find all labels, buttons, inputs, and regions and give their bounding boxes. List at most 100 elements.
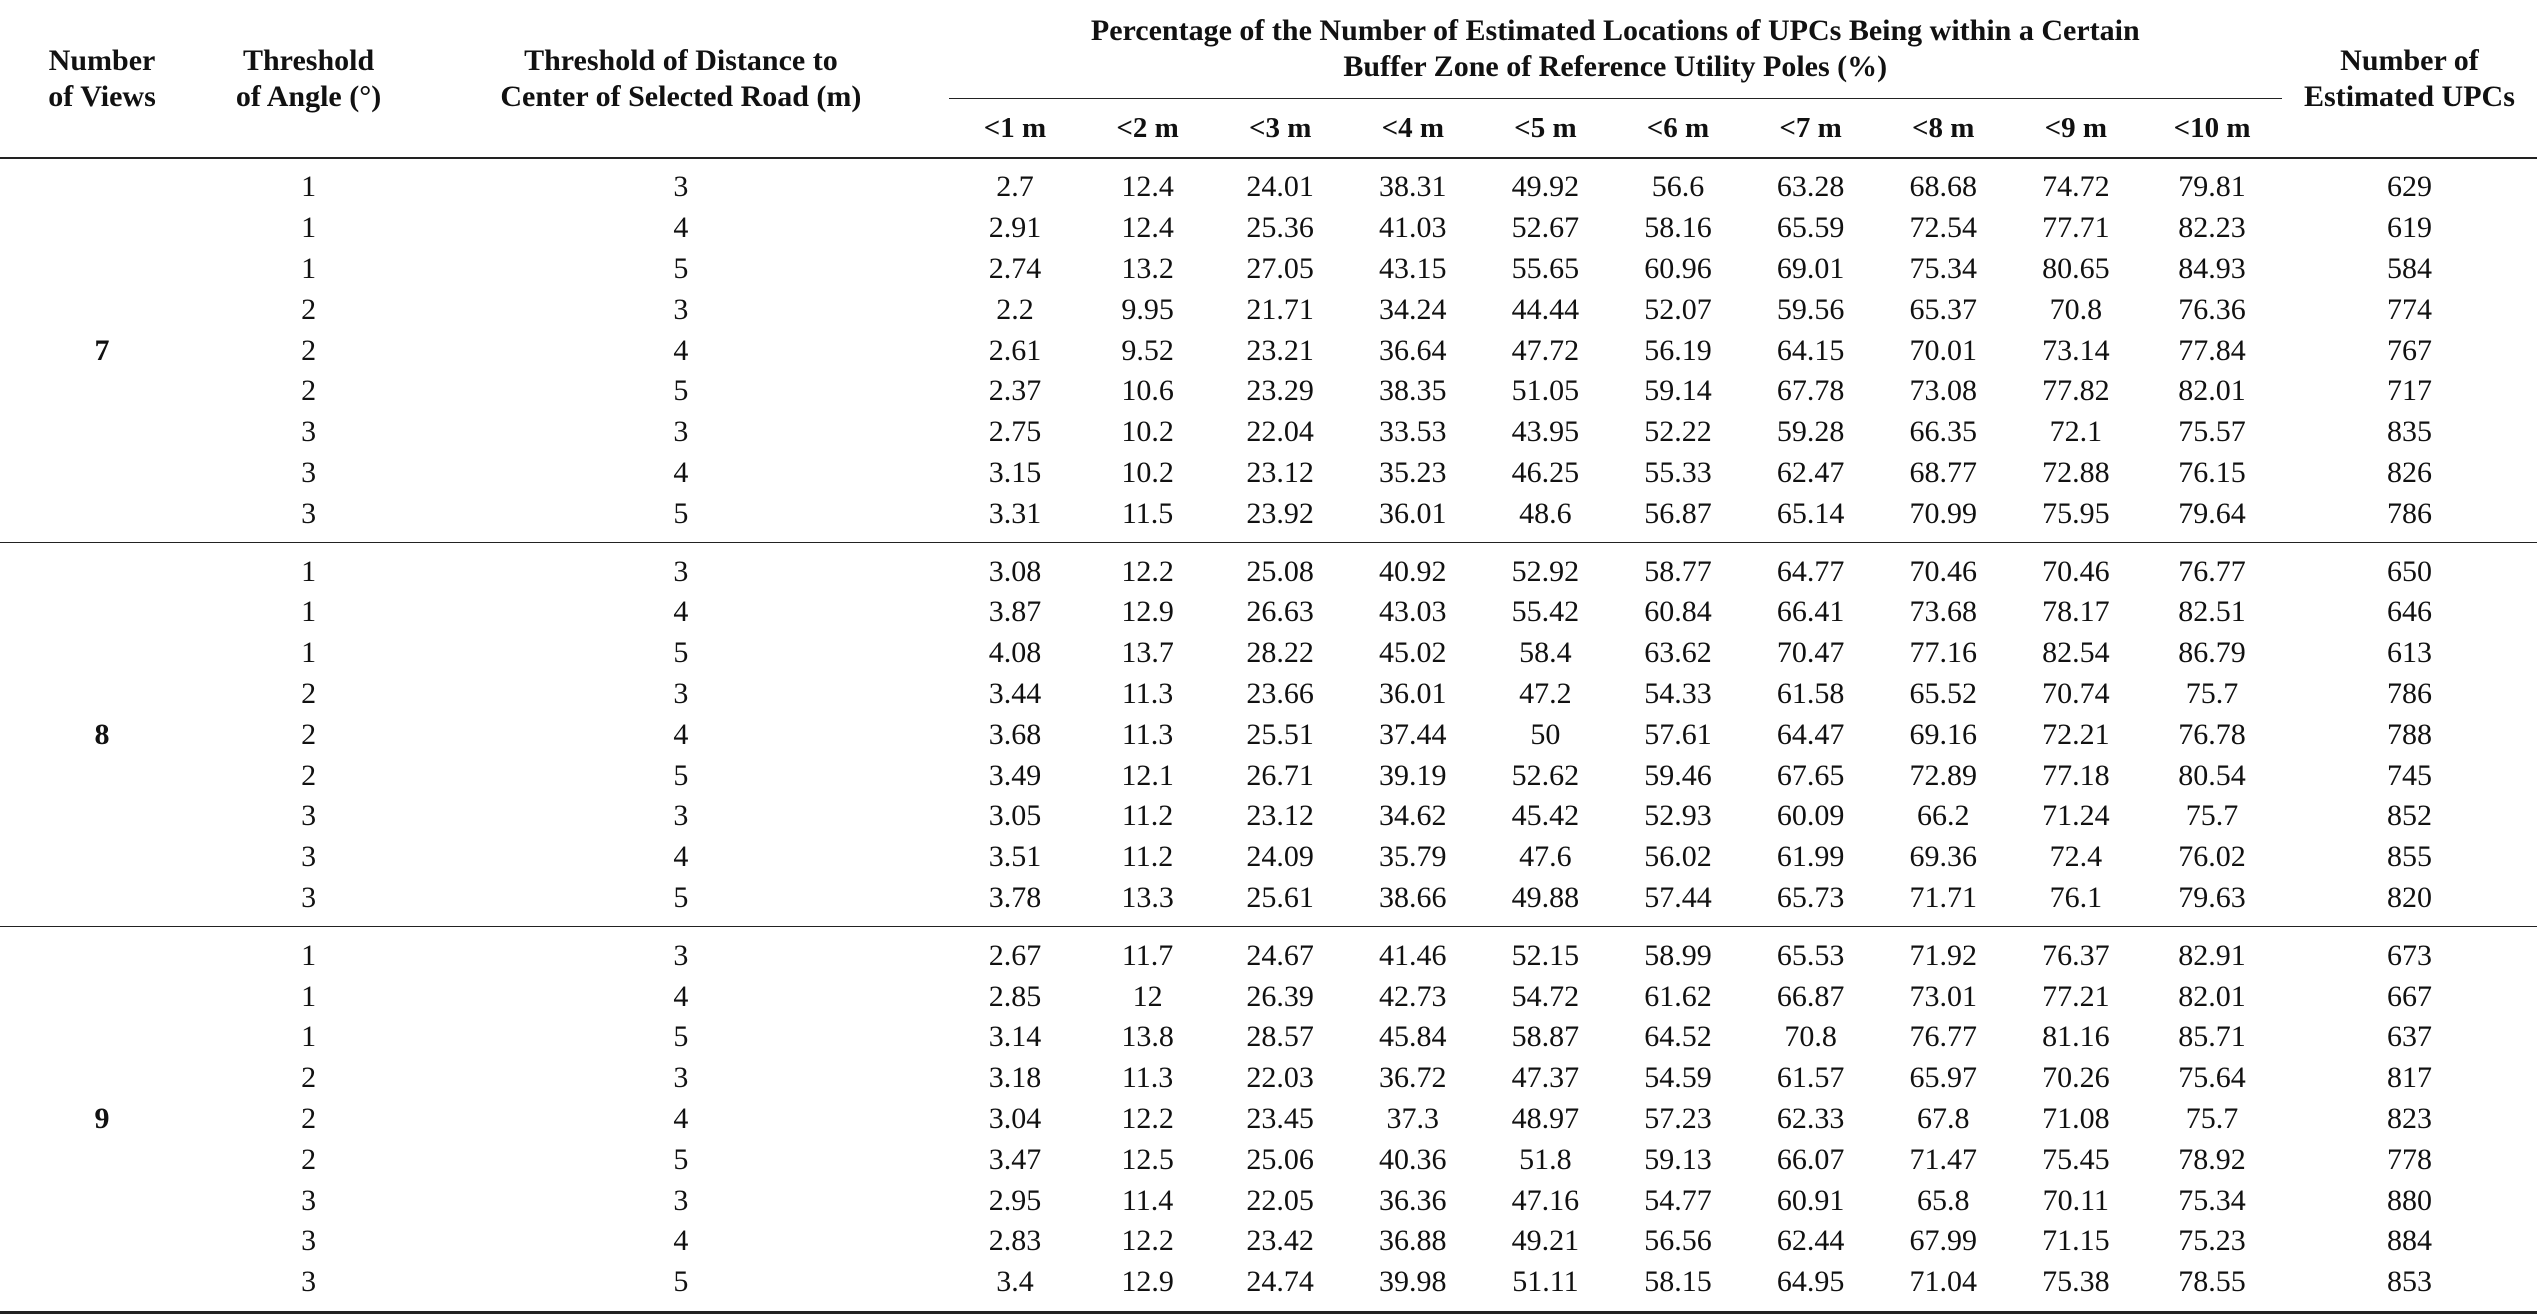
percentage-cell: 3.44 [988,676,1042,710]
percentage-cell: 61.58 [1776,676,1845,710]
percentage-cell: 70.01 [1909,333,1977,367]
percentage-cell: 75.64 [2178,1061,2246,1095]
percentage-cell: 38.35 [1379,374,1447,408]
table-row: 2 5 3.49 12.1 26.71 39.19 52.62 59.46 67.65 72.89… [0,755,2537,796]
percentage-cell: 25.36 [1246,211,1314,245]
percentage-cell: 64.15 [1776,333,1845,367]
table-row: 8 1 3 3.08 12.2 25.08 40.92 52.92 58.77 64.77 70.4… [0,551,2537,751]
percentage-cell: 48.97 [1511,1101,1580,1135]
percentage-cell: 58.77 [1644,554,1712,588]
percentage-cell: 12.2 [1121,1101,1174,1135]
percentage-cell: 12.5 [1121,1142,1174,1176]
percentage-cell: 34.24 [1379,292,1447,326]
percentage-cell: 75.34 [2178,1183,2246,1217]
percentage-cell: 64.47 [1776,717,1845,751]
buffer-distance-header-row: <1 m <2 m <3 m <4 m <5 m <6 m <7 m <8 m <9 m <10 … [0,99,2537,159]
row-group-views-8: 8 1 3 3.08 12.2 25.08 40.92 52.92 58.77 64.77 70.4… [0,543,2537,927]
percentage-cell: 56.02 [1644,840,1712,874]
percentage-cell: 10.2 [1121,455,1174,489]
percentage-cell: 45.84 [1379,1020,1447,1054]
percentage-cell: 35.79 [1379,840,1447,874]
percentage-cell: 77.21 [2042,979,2110,1013]
percentage-cell: 82.51 [2178,595,2246,629]
percentage-cell: 2.61 [988,333,1042,367]
percentage-cell: 71.47 [1909,1142,1977,1176]
percentage-cell: 77.16 [1909,636,1977,670]
table-header: Number of Views Threshold of Angle (°) Thr… [0,0,2537,158]
table-row: 3 4 3.15 10.2 23.12 35.23 46.25 55.33 62.47 68.77… [0,453,2537,494]
distance-threshold-cell: 5 [673,251,689,285]
percentage-cell: 71.24 [2042,799,2110,833]
percentage-cell: 23.45 [1246,1101,1314,1135]
estimated-upcs-count-cell: 745 [2386,758,2432,792]
percentage-cell: 73.14 [2042,333,2110,367]
percentage-cell: 67.99 [1909,1224,1977,1258]
percentage-cell: 36.64 [1379,333,1447,367]
estimated-upcs-count-cell: 786 [2386,496,2432,530]
distance-threshold-cell: 3 [673,1061,689,1095]
header-buffer-4m: <4 m [1381,112,1444,144]
percentage-cell: 3.4 [996,1265,1034,1299]
percentage-cell: 76.1 [2049,880,2103,914]
percentage-cell: 79.63 [2178,880,2246,914]
percentage-cell: 2.67 [988,938,1042,972]
percentage-cell: 58.99 [1644,938,1712,972]
percentage-cell: 76.78 [2178,717,2246,751]
distance-threshold-cell: 3 [673,292,689,326]
percentage-cell: 3.05 [988,799,1042,833]
percentage-cell: 11.7 [1121,938,1174,972]
percentage-cell: 41.46 [1379,938,1447,972]
percentage-cell: 48.6 [1519,496,1572,530]
distance-threshold-cell: 5 [673,374,689,408]
header-buffer-1m: <1 m [983,112,1047,144]
percentage-cell: 47.37 [1511,1061,1580,1095]
percentage-cell: 36.01 [1379,676,1447,710]
percentage-cell: 64.95 [1776,1265,1845,1299]
percentage-cell: 76.37 [2042,938,2110,972]
distance-threshold-cell: 4 [673,595,689,629]
percentage-cell: 70.46 [1909,554,1977,588]
percentage-cell: 66.41 [1776,595,1845,629]
percentage-cell: 2.75 [988,415,1042,449]
percentage-cell: 56.56 [1644,1224,1712,1258]
angle-threshold-cell: 3 [301,840,317,874]
estimated-upcs-count-cell: 788 [2386,717,2432,751]
table-row: 3 3 2.75 10.2 22.04 33.53 43.95 52.22 59.28 66.35… [0,412,2537,453]
percentage-cell: 70.74 [2042,676,2110,710]
percentage-cell: 65.8 [1916,1183,1970,1217]
percentage-cell: 11.3 [1121,717,1174,751]
distance-threshold-cell: 4 [673,333,689,367]
percentage-cell: 70.47 [1776,636,1845,670]
table-row: 1 5 4.08 13.7 28.22 45.02 58.4 63.62 70.47 77.16 8… [0,633,2537,674]
percentage-cell: 79.81 [2178,170,2246,204]
percentage-cell: 28.22 [1246,636,1314,670]
percentage-cell: 79.64 [2178,496,2246,530]
percentage-cell: 61.62 [1644,979,1712,1013]
percentage-cell: 25.06 [1246,1142,1314,1176]
header-threshold-of-distance: Threshold of Distance to Center of Select… [413,0,949,158]
distance-threshold-cell: 5 [673,636,689,670]
percentage-cell: 12.4 [1121,170,1174,204]
percentage-cell: 75.45 [2042,1142,2110,1176]
header-buffer-9m: <9 m [2044,112,2108,144]
percentage-cell: 78.17 [2042,595,2110,629]
percentage-cell: 59.28 [1776,415,1845,449]
percentage-cell: 24.09 [1246,840,1314,874]
percentage-cell: 51.11 [1512,1265,1579,1299]
percentage-cell: 74.72 [2042,170,2110,204]
percentage-cell: 55.33 [1644,455,1712,489]
percentage-cell: 9.95 [1121,292,1174,326]
percentage-cell: 75.34 [1909,251,1977,285]
estimated-upcs-count-cell: 619 [2386,211,2432,245]
percentage-cell: 36.01 [1379,496,1447,530]
percentage-cell: 69.01 [1776,251,1845,285]
percentage-cell: 2.95 [988,1183,1042,1217]
table-row: 2 3 3.18 11.3 22.03 36.72 47.37 54.59 61.57 65.97… [0,1058,2537,1099]
table-row: 2 5 3.47 12.5 25.06 40.36 51.8 59.13 66.07 71.47 7… [0,1139,2537,1180]
percentage-cell: 11.2 [1121,799,1174,833]
distance-threshold-cell: 3 [673,170,689,204]
table-row: 7 1 3 2.7 12.4 24.01 38.31 49.92 56.6 63.28 68.68 7… [0,167,2537,366]
percentage-cell: 13.7 [1121,636,1174,670]
angle-threshold-cell: 1 [301,211,317,245]
estimated-upcs-count-cell: 823 [2386,1101,2432,1135]
